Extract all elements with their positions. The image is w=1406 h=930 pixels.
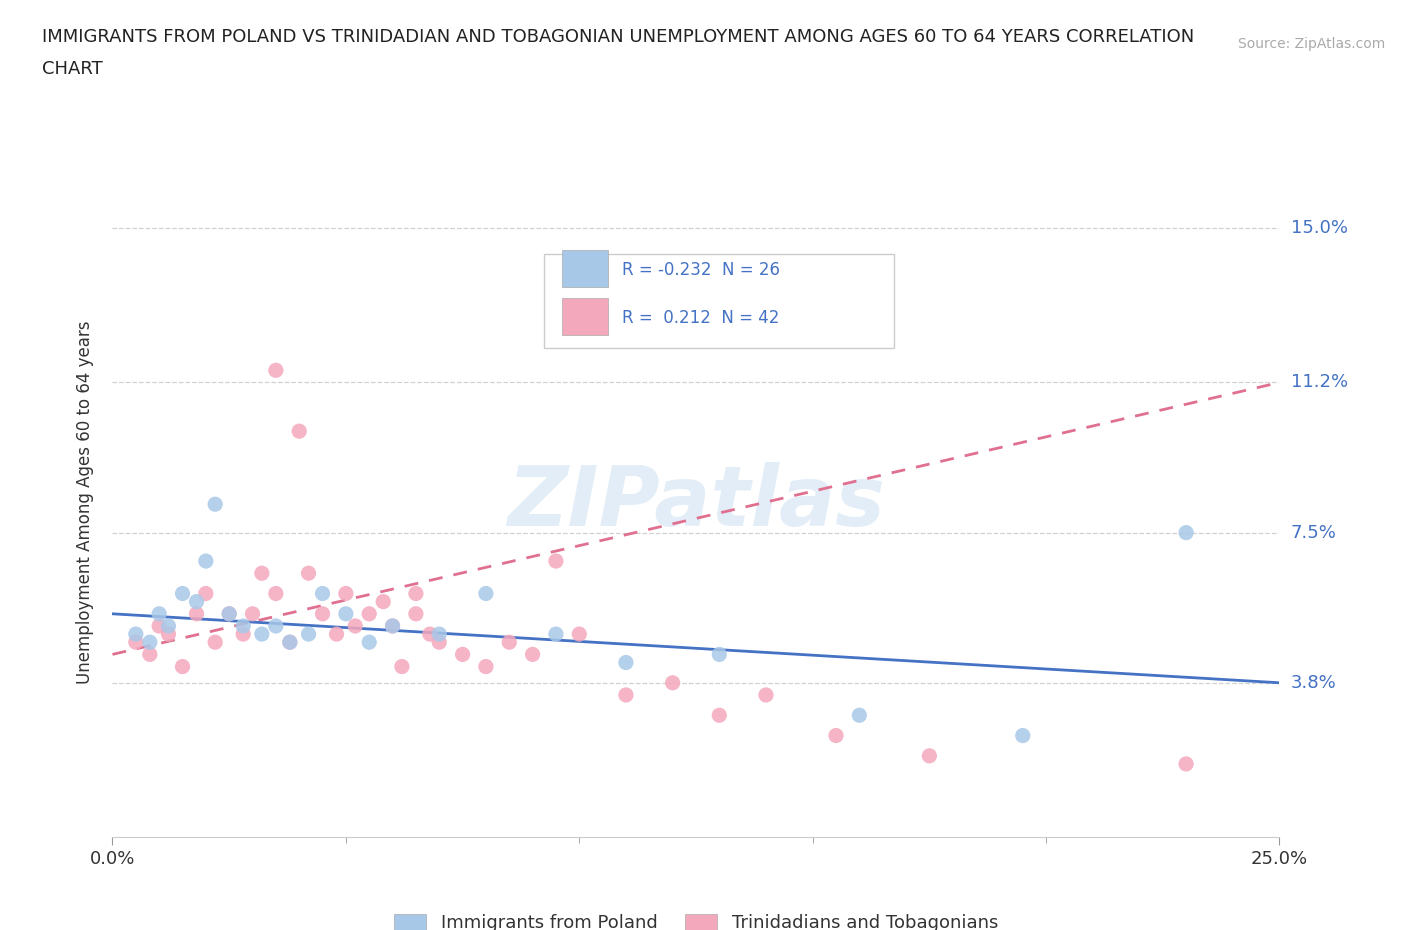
Point [709, 708, 731, 723]
Point [194, 553, 217, 568]
Point [1175, 756, 1198, 771]
Point [264, 363, 287, 378]
Point [344, 618, 367, 633]
Point [522, 647, 544, 662]
Point [427, 635, 450, 650]
Point [427, 627, 450, 642]
Point [288, 424, 311, 439]
Point [359, 635, 381, 650]
Legend: Immigrants from Poland, Trinidadians and Tobagonians: Immigrants from Poland, Trinidadians and… [387, 907, 1005, 930]
Point [278, 635, 301, 650]
Point [157, 618, 180, 633]
Point [297, 565, 319, 580]
Point [218, 606, 240, 621]
Point [381, 618, 404, 633]
Point [544, 627, 567, 642]
Point [139, 647, 162, 662]
Point [568, 627, 591, 642]
Point [391, 659, 413, 674]
Point [918, 749, 941, 764]
Point [419, 627, 441, 642]
Point [614, 687, 637, 702]
Point [451, 647, 474, 662]
Point [148, 606, 170, 621]
Point [335, 586, 357, 601]
Text: CHART: CHART [42, 60, 103, 78]
Point [125, 627, 148, 642]
Text: 15.0%: 15.0% [1291, 219, 1347, 237]
Point [498, 635, 520, 650]
Point [204, 635, 226, 650]
Text: 7.5%: 7.5% [1291, 524, 1337, 541]
Point [139, 635, 162, 650]
Point [825, 728, 848, 743]
Point [614, 655, 637, 670]
FancyBboxPatch shape [562, 298, 609, 335]
FancyBboxPatch shape [544, 255, 894, 348]
Point [335, 606, 357, 621]
Point [475, 586, 498, 601]
Point [311, 586, 333, 601]
Point [250, 627, 273, 642]
Point [232, 618, 254, 633]
Point [297, 627, 319, 642]
Point [278, 635, 301, 650]
Point [848, 708, 870, 723]
Point [250, 565, 273, 580]
Text: 11.2%: 11.2% [1291, 374, 1348, 392]
Text: Source: ZipAtlas.com: Source: ZipAtlas.com [1237, 37, 1385, 51]
Point [405, 606, 427, 621]
Point [373, 594, 395, 609]
FancyBboxPatch shape [562, 250, 609, 286]
Point [125, 635, 148, 650]
Point [1175, 525, 1198, 540]
Point [325, 627, 347, 642]
Text: R = -0.232  N = 26: R = -0.232 N = 26 [623, 260, 780, 279]
Point [405, 586, 427, 601]
Point [204, 497, 226, 512]
Point [709, 647, 731, 662]
Point [194, 586, 217, 601]
Text: IMMIGRANTS FROM POLAND VS TRINIDADIAN AND TOBAGONIAN UNEMPLOYMENT AMONG AGES 60 : IMMIGRANTS FROM POLAND VS TRINIDADIAN AN… [42, 28, 1195, 46]
Point [359, 606, 381, 621]
Point [186, 594, 208, 609]
Point [186, 606, 208, 621]
Point [544, 553, 567, 568]
Point [755, 687, 778, 702]
Point [661, 675, 683, 690]
Point [232, 627, 254, 642]
Point [172, 586, 194, 601]
Point [311, 606, 333, 621]
Text: ZIPatlas: ZIPatlas [508, 461, 884, 543]
Text: 3.8%: 3.8% [1291, 674, 1336, 692]
Point [1011, 728, 1033, 743]
Point [172, 659, 194, 674]
Point [264, 586, 287, 601]
Point [157, 627, 180, 642]
Y-axis label: Unemployment Among Ages 60 to 64 years: Unemployment Among Ages 60 to 64 years [76, 321, 94, 684]
Point [218, 606, 240, 621]
Point [148, 618, 170, 633]
Point [242, 606, 264, 621]
Point [475, 659, 498, 674]
Point [264, 618, 287, 633]
Text: R =  0.212  N = 42: R = 0.212 N = 42 [623, 309, 780, 327]
Point [381, 618, 404, 633]
